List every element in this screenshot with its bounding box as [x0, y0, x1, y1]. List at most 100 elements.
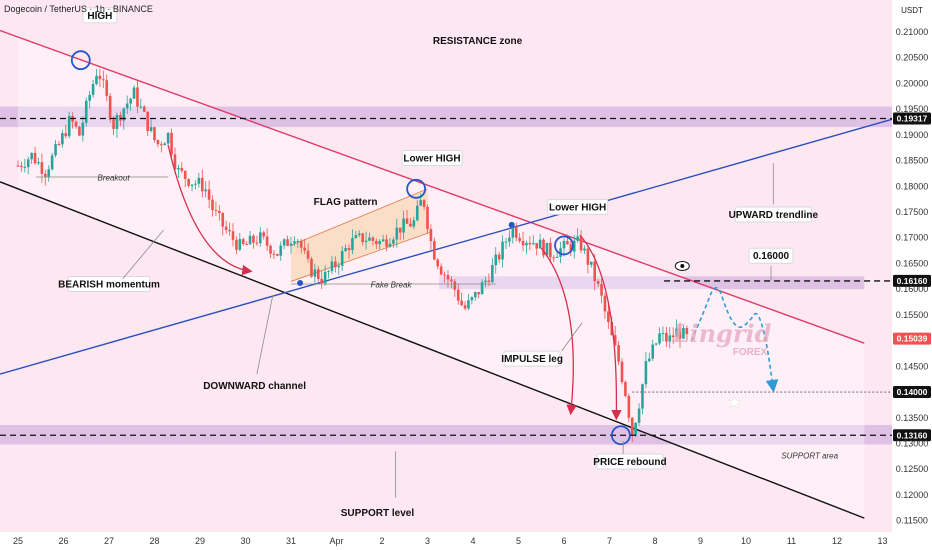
candle-body [491, 265, 494, 283]
candle-body [678, 328, 682, 339]
candle-body [112, 119, 115, 129]
label-target-value-box [748, 247, 794, 264]
label-target-value: 0.16000 [753, 251, 790, 262]
candle-body [419, 200, 422, 206]
candle-body [323, 271, 327, 284]
candle-body [354, 235, 358, 239]
highlight-ring [554, 235, 574, 256]
candle-body [241, 239, 245, 244]
candle-body [64, 133, 68, 137]
price-tag-label-support: 0.13160 [897, 430, 928, 440]
candle-body [122, 108, 126, 121]
flag-pattern-box [291, 188, 430, 282]
y-tick-label: 0.19000 [896, 130, 929, 140]
candle-body [552, 257, 556, 259]
label-price-rebound-box [596, 453, 664, 470]
candle-body [235, 239, 238, 250]
candle-body [624, 382, 627, 397]
candle-body [426, 206, 429, 230]
candle-body [231, 231, 235, 240]
candle-body [545, 242, 549, 256]
label-fake-break: Fake Break [371, 281, 413, 290]
candle-body [258, 232, 262, 244]
candle-body [627, 396, 631, 418]
candle-body [81, 122, 85, 136]
label-impulse-leg: IMPULSE leg [501, 354, 563, 365]
y-tick-label: 0.12500 [896, 464, 929, 474]
y-tick-label: 0.20000 [896, 78, 929, 88]
candle-body [337, 265, 341, 268]
candle-body [37, 162, 40, 164]
x-tick-label: 10 [741, 536, 751, 546]
y-tick-label: 0.16500 [896, 258, 929, 268]
candle-body [501, 241, 504, 260]
y-tick-label: 0.20500 [896, 53, 929, 63]
candle-body [443, 274, 446, 276]
y-tick-label: 0.16000 [896, 284, 929, 294]
x-tick-label: 8 [652, 536, 657, 546]
time-axis-background [0, 532, 892, 550]
candle-body [436, 259, 440, 267]
candle-body [105, 80, 109, 96]
candle-body [207, 189, 211, 200]
candle-body [248, 235, 252, 245]
candle-body [521, 240, 525, 246]
candle-body [204, 189, 207, 192]
candle-body [357, 233, 361, 236]
candle-body [385, 239, 388, 247]
label-high-box [82, 7, 118, 24]
candle-body [555, 256, 559, 258]
price-axis[interactable]: 0.21000 0.20500 0.20000 0.19500 0.19000 0.185… [896, 27, 929, 526]
x-tick-label: 6 [561, 536, 566, 546]
candle-body [538, 239, 542, 249]
candle-body [654, 343, 658, 345]
candle-body [473, 292, 477, 298]
candle-body [84, 100, 88, 123]
label-lower-high-1-box [401, 149, 463, 166]
candle-body [572, 240, 576, 252]
candle-body [16, 165, 20, 167]
candle-body [514, 227, 518, 238]
candle-body [351, 238, 354, 251]
y-tick-label: 0.18000 [896, 181, 929, 191]
channel-bottom-line [0, 181, 865, 519]
x-tick-label: 12 [832, 536, 842, 546]
candle-body [119, 115, 122, 121]
candle-body [470, 297, 474, 301]
projection-path [690, 287, 779, 393]
x-tick-label: 25 [13, 536, 23, 546]
candle-body [361, 233, 364, 243]
candle-body [402, 218, 405, 233]
candle-body [102, 79, 105, 81]
candle-body [91, 84, 95, 95]
candle-body [364, 240, 368, 243]
candle-body [508, 237, 511, 242]
candle-body [477, 292, 480, 295]
candle-body [218, 210, 221, 213]
candle-body [200, 177, 204, 192]
x-tick-label: 28 [149, 536, 159, 546]
candle-body [456, 289, 460, 301]
candle-body [460, 300, 463, 306]
x-tick-label: 4 [470, 536, 475, 546]
candle-body [303, 247, 306, 251]
price-tag-label-current: 0.15039 [897, 334, 928, 344]
candle-body [576, 236, 579, 241]
candle-body [187, 178, 190, 186]
candle-body [593, 261, 597, 282]
x-tick-label: 3 [425, 536, 430, 546]
annotations-layer: HIGH RESISTANCE zone Lower HIGH Lower HIGH F… [58, 7, 839, 519]
label-bearish-momentum-box [67, 276, 151, 293]
label-bearish-momentum: BEARISH momentum [58, 280, 160, 291]
candle-body [190, 184, 194, 186]
time-axis[interactable]: 25 26 27 28 29 30 31 Apr 2 3 4 5 6 7 8 9 10 11 12 13 [13, 536, 888, 546]
candle-body [487, 280, 491, 283]
candle-body [317, 269, 320, 279]
price-tag-resistance [893, 112, 931, 125]
candle-body [511, 227, 515, 238]
channel-layer [0, 29, 892, 519]
candle-body [47, 169, 51, 177]
candle-body [252, 235, 255, 243]
pointer-impulse [561, 322, 583, 352]
